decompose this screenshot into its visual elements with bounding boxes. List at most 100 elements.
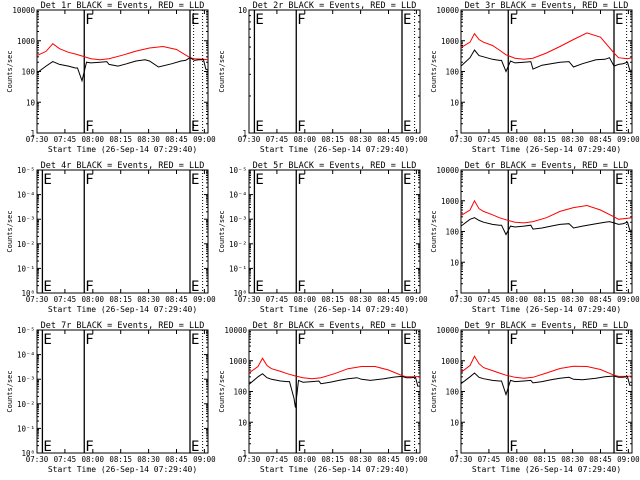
chart-panel-1: Det 1r BLACK = Events, RED = LLD10000100… <box>6 1 216 154</box>
x-tick-label: 08:15 <box>533 135 556 144</box>
x-tick-label: 08:15 <box>109 295 132 304</box>
y-tick-label: 10⁻³ <box>17 215 35 224</box>
chart-title: Det 5r BLACK = Events, RED = LLD <box>253 161 417 171</box>
lld-rate-line <box>248 357 421 380</box>
plot-frame <box>248 9 421 134</box>
x-tick-label: 09:00 <box>193 455 216 464</box>
x-axis-label: Start Time (26-Sep-14 07:29:40) <box>48 145 197 154</box>
x-axis-label: Start Time (26-Sep-14 07:29:40) <box>48 465 197 474</box>
y-tick-label: 10⁻² <box>229 240 247 249</box>
x-tick-label: 08:45 <box>589 135 612 144</box>
y-tick-label: 10⁻¹ <box>229 264 247 273</box>
y-tick-label: 10⁻⁵ <box>17 166 35 175</box>
x-tick-label: 08:30 <box>349 455 372 464</box>
event-marker-label-bottom: F <box>85 119 93 135</box>
event-marker-label-bottom: E <box>191 119 199 135</box>
event-marker-label-bottom: E <box>255 279 263 295</box>
event-marker-label-top: E <box>43 332 51 348</box>
x-tick-label: 07:30 <box>26 295 49 304</box>
x-tick-label: 08:15 <box>321 135 344 144</box>
x-tick-label: 07:45 <box>54 295 77 304</box>
event-rate-line <box>460 49 632 73</box>
y-tick-label: 1000 <box>229 357 248 366</box>
x-axis-label: Start Time (26-Sep-14 07:29:40) <box>472 145 621 154</box>
y-tick-label: 10⁻⁴ <box>17 351 35 360</box>
y-tick-label: 10⁻⁵ <box>17 326 35 335</box>
x-tick-label: 09:00 <box>617 455 640 464</box>
y-axis-label: Counts/sec <box>218 210 226 252</box>
x-tick-label: 08:00 <box>82 135 105 144</box>
x-tick-label: 07:30 <box>238 455 261 464</box>
plot-frame <box>36 9 209 134</box>
x-tick-label: 07:45 <box>478 455 501 464</box>
x-tick-label: 07:45 <box>54 135 77 144</box>
y-tick-label: 1000 <box>441 37 460 46</box>
x-tick-label: 08:30 <box>349 135 372 144</box>
chart-panel-9: Det 9r BLACK = Events, RED = LLD10000100… <box>430 321 640 474</box>
event-marker-label-bottom: E <box>615 439 623 455</box>
event-marker-label-top: F <box>509 12 517 28</box>
x-tick-label: 08:15 <box>533 455 556 464</box>
x-axis-label: Start Time (26-Sep-14 07:29:40) <box>48 305 197 314</box>
chart-title: Det 7r BLACK = Events, RED = LLD <box>41 321 205 331</box>
x-tick-label: 07:30 <box>26 135 49 144</box>
y-tick-label: 10 <box>26 98 36 107</box>
y-tick-label: 1 <box>454 289 459 298</box>
event-marker-label-top: E <box>255 172 263 188</box>
y-tick-label: 10⁻³ <box>229 215 247 224</box>
event-marker-label-bottom: F <box>85 439 93 455</box>
x-tick-label: 07:45 <box>266 135 289 144</box>
x-tick-label: 08:45 <box>165 295 188 304</box>
plot-frame <box>460 329 633 454</box>
lld-rate-line <box>460 199 633 224</box>
y-tick-label: 1 <box>30 129 35 138</box>
plot-frame <box>36 329 209 454</box>
y-tick-label: 10000 <box>436 326 459 335</box>
y-tick-label: 10000 <box>12 6 35 15</box>
event-marker-label-top: E <box>403 12 411 28</box>
event-marker-label-top: F <box>509 172 517 188</box>
y-axis-label: Counts/sec <box>6 210 14 252</box>
event-marker-label-top: E <box>191 172 199 188</box>
y-axis-label: Counts/sec <box>6 370 14 412</box>
event-marker-label-top: E <box>615 12 623 28</box>
y-tick-label: 10 <box>238 418 248 427</box>
y-tick-label: 10000 <box>436 6 459 15</box>
x-tick-label: 07:45 <box>478 135 501 144</box>
event-marker-label-bottom: F <box>297 439 305 455</box>
x-axis-label: Start Time (26-Sep-14 07:29:40) <box>260 465 409 474</box>
x-tick-label: 08:30 <box>137 295 160 304</box>
event-marker-label-top: E <box>255 12 263 28</box>
event-marker-label-bottom: F <box>297 279 305 295</box>
y-tick-label: 1 <box>242 449 247 458</box>
plot-frame <box>460 169 633 294</box>
y-tick-label: 100 <box>445 228 459 237</box>
chart-panel-5: Det 5r BLACK = Events, RED = LLD 10⁻⁵ 10⁻⁴… <box>218 161 428 314</box>
x-tick-label: 08:00 <box>294 295 317 304</box>
x-tick-label: 07:30 <box>238 295 261 304</box>
y-tick-label: 10⁰ <box>233 289 247 298</box>
y-axis-label: Counts/sec <box>6 50 14 92</box>
chart-title: Det 8r BLACK = Events, RED = LLD <box>253 321 417 331</box>
y-tick-label: 10⁻⁴ <box>229 191 247 200</box>
y-tick-label: 10⁰ <box>21 289 35 298</box>
x-tick-label: 08:45 <box>589 295 612 304</box>
event-marker-label-bottom: E <box>615 279 623 295</box>
x-axis-label: Start Time (26-Sep-14 07:29:40) <box>472 305 621 314</box>
x-tick-label: 08:15 <box>533 295 556 304</box>
x-tick-label: 08:15 <box>109 455 132 464</box>
event-rate-line <box>460 372 632 397</box>
chart-title: Det 2r BLACK = Events, RED = LLD <box>253 1 417 11</box>
y-tick-label: 1000 <box>441 357 460 366</box>
x-tick-label: 08:45 <box>165 135 188 144</box>
y-tick-label: 100 <box>445 68 459 77</box>
chart-panel-8: Det 8r BLACK = Events, RED = LLD10000100… <box>218 321 428 474</box>
y-tick-label: 10⁻⁴ <box>17 191 35 200</box>
x-tick-label: 08:00 <box>82 295 105 304</box>
y-tick-label: 10000 <box>436 166 459 175</box>
event-marker-label-top: F <box>297 172 305 188</box>
event-marker-label-top: E <box>191 12 199 28</box>
x-tick-label: 08:45 <box>377 295 400 304</box>
y-tick-label: 100 <box>21 68 35 77</box>
